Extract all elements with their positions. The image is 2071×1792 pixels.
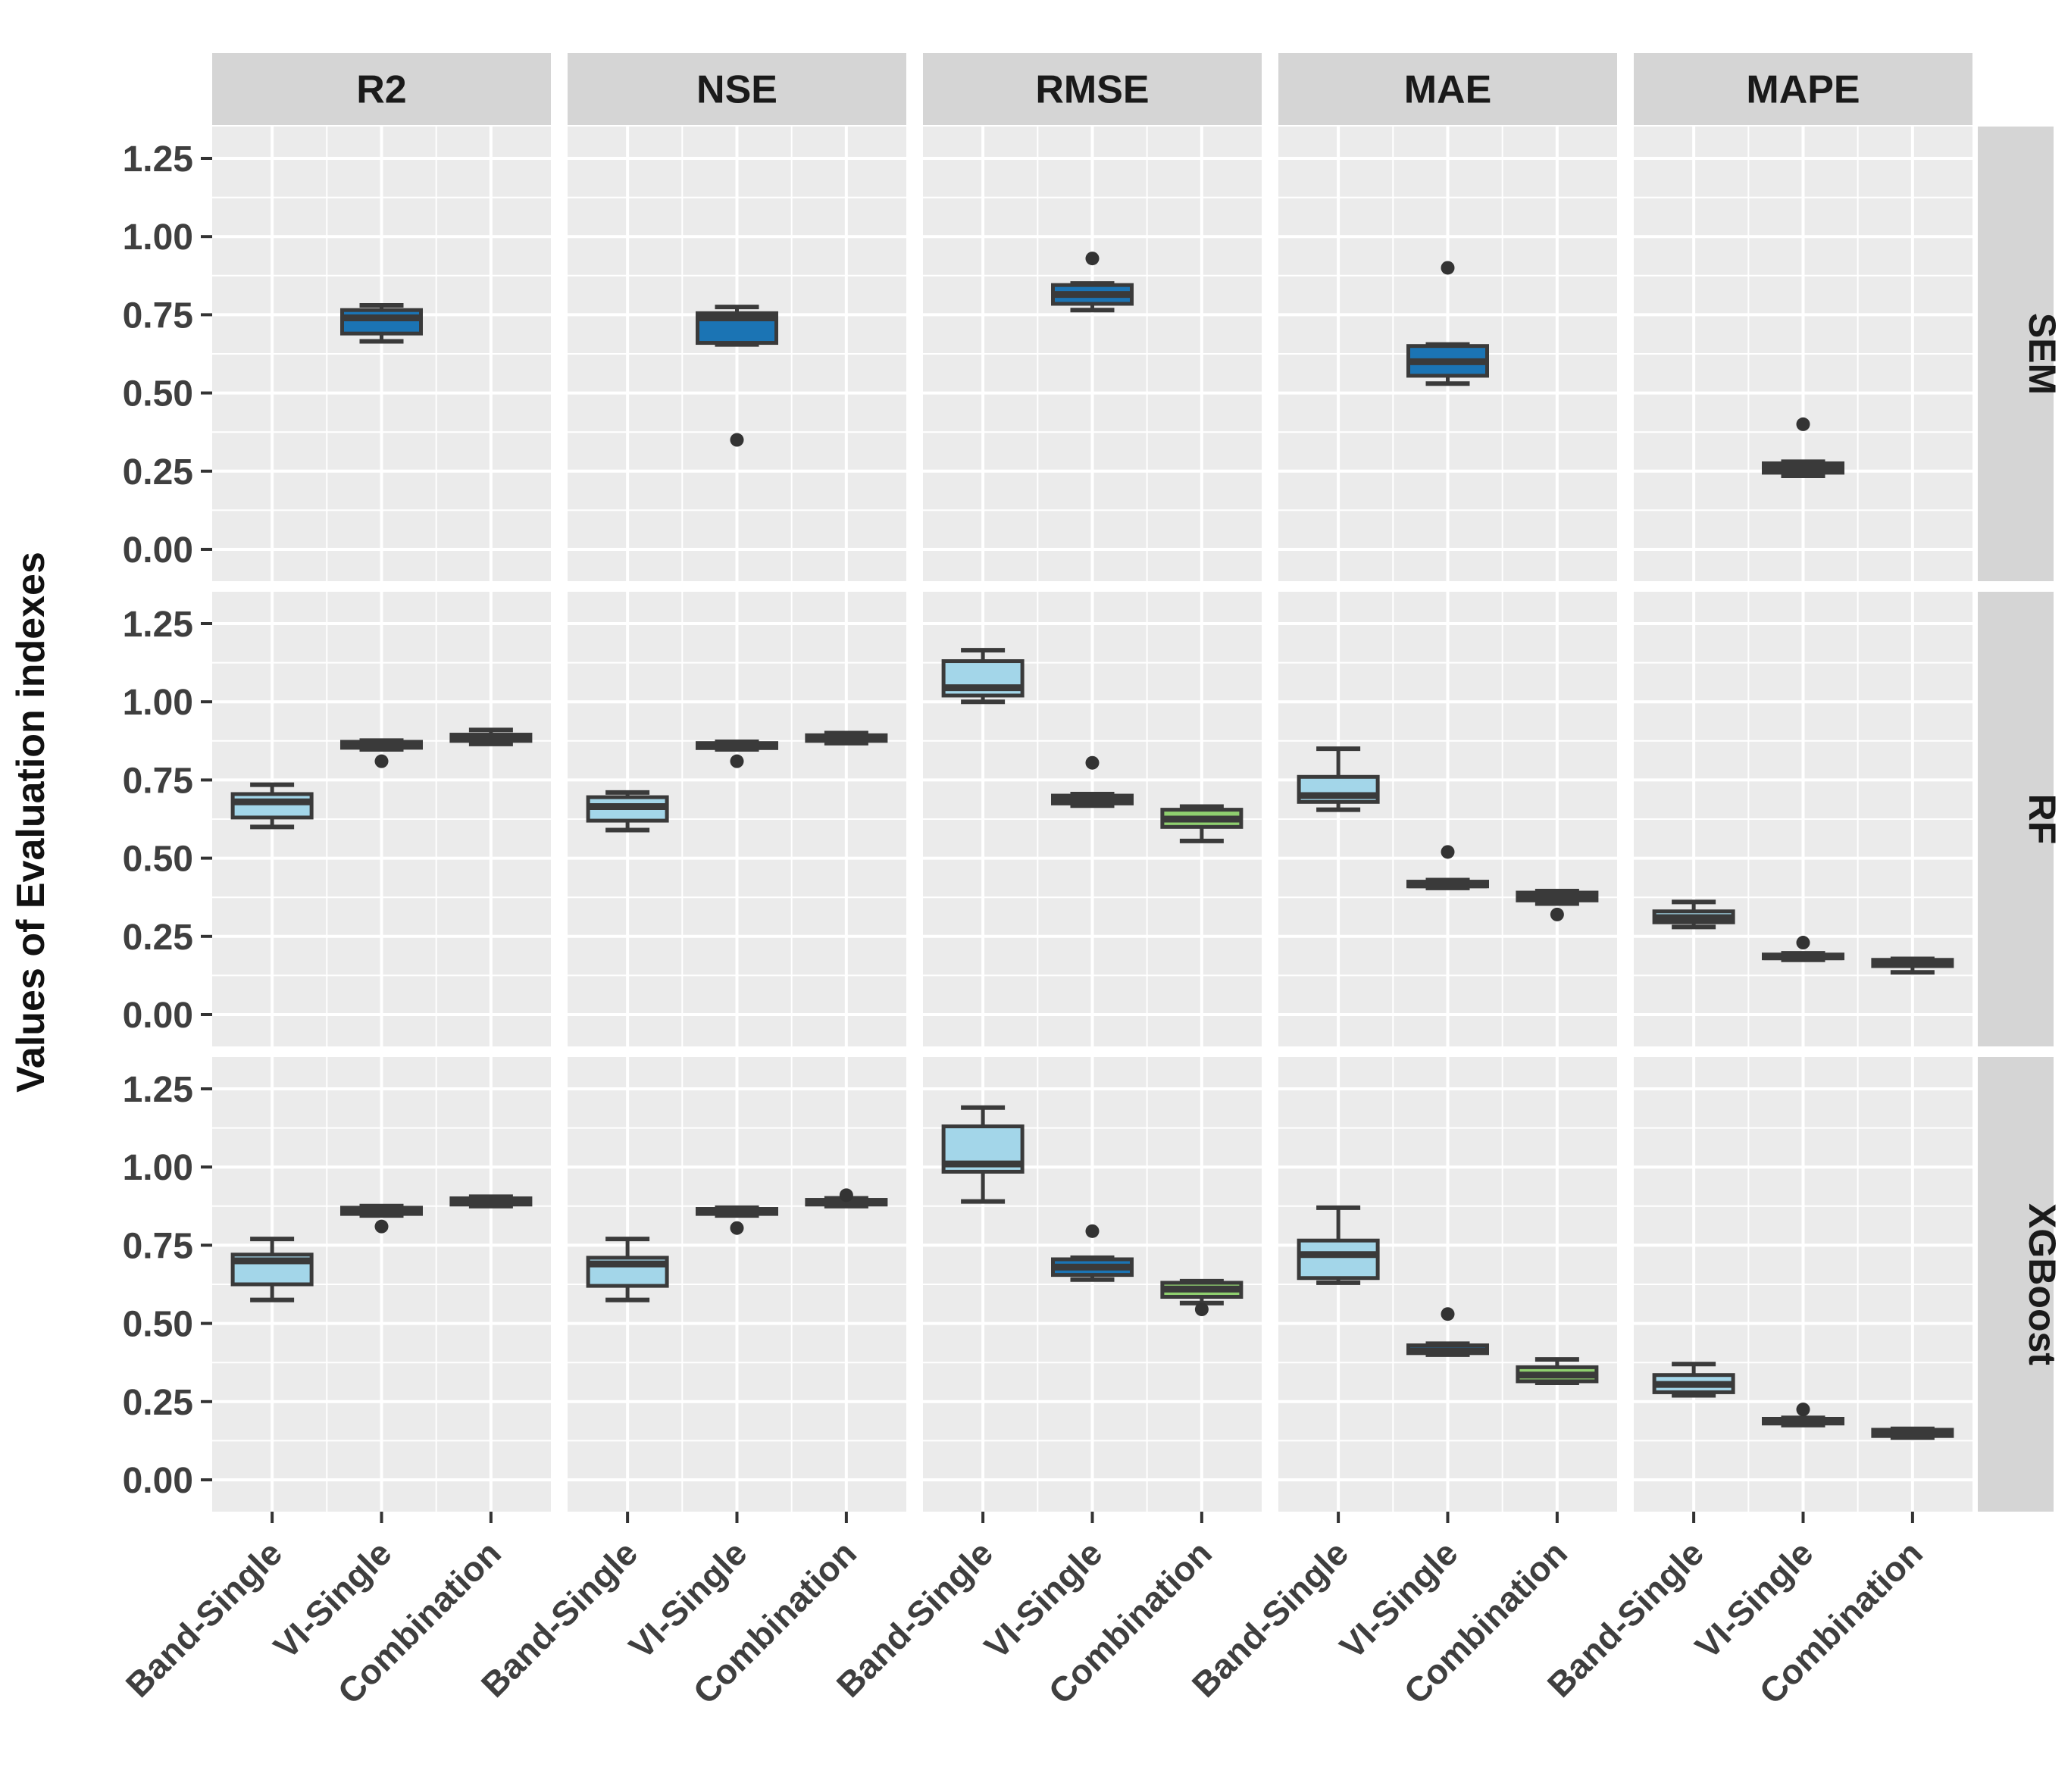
facet-strip-top-label: RMSE bbox=[1035, 68, 1149, 112]
box-XGBoost-MAPE-Combination bbox=[1871, 1426, 1954, 1440]
outlier-point bbox=[1441, 1307, 1455, 1321]
y-axis-title: Values of Evaluation indexes bbox=[9, 552, 53, 1093]
facet-strip-top bbox=[1634, 53, 1972, 125]
box-RF-NSE-Band-Single bbox=[586, 790, 669, 833]
box-SEM-RMSE-VI-Single bbox=[1051, 252, 1134, 313]
box-XGBoost-R2-VI-Single bbox=[340, 1203, 423, 1234]
y-tick-label: 0.50 bbox=[123, 840, 193, 880]
y-tick-label: 0.50 bbox=[123, 374, 193, 414]
box-RF-NSE-Combination bbox=[805, 730, 888, 746]
box-RF-MAPE-VI-Single bbox=[1762, 936, 1844, 962]
outlier-point bbox=[374, 754, 389, 768]
facet-strip-top bbox=[212, 53, 551, 125]
y-tick-label: 0.25 bbox=[123, 452, 193, 493]
outlier-point bbox=[839, 1188, 853, 1202]
y-tick-label: 1.00 bbox=[123, 683, 193, 723]
box-XGBoost-RMSE-Combination bbox=[1160, 1278, 1244, 1317]
outlier-point bbox=[1085, 1224, 1100, 1238]
y-tick-label: 0.75 bbox=[123, 1226, 193, 1266]
outlier-point bbox=[1194, 1303, 1209, 1317]
iqr-box bbox=[1297, 1238, 1380, 1281]
outlier-point bbox=[1441, 261, 1455, 275]
outlier-point bbox=[1796, 417, 1810, 431]
facet-strip-top-label: MAPE bbox=[1746, 68, 1860, 112]
box-RF-NSE-VI-Single bbox=[696, 740, 778, 768]
facet-strip-right-label: XGBoost bbox=[2021, 1203, 2063, 1365]
facet-strip-top-label: MAE bbox=[1404, 68, 1492, 112]
facet-strip-top bbox=[923, 53, 1262, 125]
y-tick-label: 1.00 bbox=[123, 217, 193, 258]
box-SEM-NSE-VI-Single bbox=[696, 305, 778, 447]
box-SEM-R2-VI-Single bbox=[340, 303, 423, 344]
facet-strip-top bbox=[568, 53, 906, 125]
outlier-point bbox=[1550, 907, 1564, 921]
box-RF-RMSE-Combination bbox=[1160, 804, 1244, 843]
y-tick-label: 0.00 bbox=[123, 996, 193, 1036]
outlier-point bbox=[1796, 936, 1810, 950]
box-XGBoost-MAE-VI-Single bbox=[1406, 1307, 1489, 1357]
box-RF-MAE-Band-Single bbox=[1297, 746, 1380, 812]
box-XGBoost-RMSE-Band-Single bbox=[941, 1105, 1025, 1204]
box-XGBoost-R2-Band-Single bbox=[230, 1237, 314, 1303]
box-RF-MAPE-Combination bbox=[1871, 956, 1954, 975]
facet-strip-right-label: RF bbox=[2021, 794, 2063, 845]
outlier-point bbox=[1441, 845, 1455, 859]
box-XGBoost-MAPE-VI-Single bbox=[1762, 1403, 1844, 1428]
y-tick-label: 0.75 bbox=[123, 296, 193, 336]
box-XGBoost-NSE-Band-Single bbox=[586, 1237, 669, 1303]
y-tick-label: 1.00 bbox=[123, 1148, 193, 1188]
box-XGBoost-R2-Combination bbox=[449, 1194, 533, 1209]
box-RF-RMSE-VI-Single bbox=[1051, 755, 1134, 808]
y-tick-label: 1.25 bbox=[123, 1070, 193, 1110]
y-tick-label: 0.75 bbox=[123, 761, 193, 801]
outlier-point bbox=[374, 1219, 389, 1234]
iqr-box bbox=[230, 792, 314, 820]
box-RF-R2-VI-Single bbox=[340, 738, 423, 768]
facet-strip-top bbox=[1278, 53, 1617, 125]
box-RF-R2-Band-Single bbox=[230, 782, 314, 830]
outlier-point bbox=[1085, 252, 1100, 266]
box-XGBoost-RMSE-VI-Single bbox=[1051, 1224, 1134, 1282]
y-tick-label: 0.25 bbox=[123, 1383, 193, 1423]
box-SEM-MAE-VI-Single bbox=[1406, 261, 1489, 386]
y-tick-label: 0.00 bbox=[123, 530, 193, 571]
y-tick-label: 1.25 bbox=[123, 605, 193, 645]
strips-layer: R2 NSE RMSE MAE MAPE SEM RF XGBoost bbox=[212, 53, 2063, 1512]
iqr-box bbox=[340, 308, 423, 336]
outlier-point bbox=[1085, 755, 1100, 770]
y-tick-label: 1.25 bbox=[123, 139, 193, 180]
box-RF-RMSE-Band-Single bbox=[941, 648, 1025, 705]
facet-strip-top-label: NSE bbox=[696, 68, 777, 112]
box-XGBoost-NSE-Combination bbox=[805, 1188, 888, 1209]
facet-strip-right bbox=[1978, 592, 2054, 1046]
boxes-layer bbox=[230, 252, 1954, 1440]
outlier-point bbox=[1796, 1403, 1810, 1417]
box-XGBoost-MAPE-Band-Single bbox=[1652, 1362, 1735, 1398]
panels-layer bbox=[212, 127, 1972, 1512]
outlier-point bbox=[730, 1221, 744, 1235]
box-XGBoost-MAE-Band-Single bbox=[1297, 1205, 1380, 1285]
facet-strip-right bbox=[1978, 1057, 2054, 1512]
box-RF-R2-Combination bbox=[449, 727, 533, 746]
facet-strip-right-label: SEM bbox=[2021, 313, 2063, 395]
box-RF-MAE-VI-Single bbox=[1406, 845, 1489, 890]
facet-strip-top-label: R2 bbox=[356, 68, 406, 112]
y-tick-label: 0.50 bbox=[123, 1305, 193, 1345]
box-XGBoost-NSE-VI-Single bbox=[696, 1205, 778, 1235]
box-RF-MAPE-Band-Single bbox=[1652, 899, 1735, 930]
outlier-point bbox=[730, 433, 744, 447]
y-tick-label: 0.25 bbox=[123, 918, 193, 958]
box-XGBoost-MAE-Combination bbox=[1516, 1357, 1599, 1386]
facet-strip-right bbox=[1978, 127, 2054, 581]
y-tick-label: 0.00 bbox=[123, 1461, 193, 1501]
box-SEM-MAPE-VI-Single bbox=[1762, 417, 1844, 478]
x-tick-label: Band-Single bbox=[118, 1533, 290, 1705]
outlier-point bbox=[730, 754, 744, 768]
box-RF-MAE-Combination bbox=[1516, 888, 1599, 921]
